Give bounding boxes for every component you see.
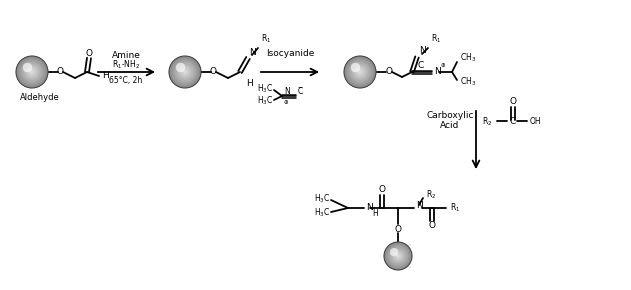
Text: O: O: [209, 68, 216, 77]
Text: N: N: [249, 48, 256, 57]
Circle shape: [356, 68, 364, 76]
Text: H: H: [102, 72, 109, 81]
Text: CH$_3$: CH$_3$: [460, 76, 476, 88]
Circle shape: [348, 60, 372, 84]
Text: O: O: [57, 68, 64, 77]
Circle shape: [169, 56, 201, 88]
Text: H$_3$C: H$_3$C: [257, 83, 273, 95]
Text: CH$_3$: CH$_3$: [460, 52, 476, 64]
Circle shape: [28, 68, 36, 76]
Circle shape: [387, 246, 408, 267]
Text: R$_1$-NH$_2$: R$_1$-NH$_2$: [112, 59, 140, 71]
Text: O: O: [386, 68, 392, 77]
Circle shape: [394, 253, 401, 260]
Circle shape: [358, 70, 362, 74]
Text: O: O: [85, 48, 93, 57]
Text: Aldehyde: Aldehyde: [20, 93, 60, 102]
Circle shape: [24, 64, 40, 80]
Text: N: N: [366, 202, 373, 211]
Circle shape: [20, 60, 44, 84]
Circle shape: [26, 66, 38, 78]
Text: H$_3$C: H$_3$C: [314, 207, 330, 219]
Circle shape: [16, 56, 48, 88]
Circle shape: [396, 254, 400, 258]
Text: O: O: [379, 186, 386, 195]
Text: $\oplus$: $\oplus$: [440, 61, 446, 69]
Text: N: N: [434, 66, 440, 75]
Circle shape: [351, 63, 360, 72]
Circle shape: [344, 56, 376, 88]
Circle shape: [173, 60, 197, 84]
Text: R$_2$: R$_2$: [481, 116, 492, 128]
Text: 65°C, 2h: 65°C, 2h: [109, 75, 143, 84]
Circle shape: [386, 244, 410, 268]
Circle shape: [183, 70, 187, 74]
Circle shape: [175, 62, 195, 82]
Text: Isocyanide: Isocyanide: [266, 50, 314, 59]
Circle shape: [389, 247, 407, 265]
Text: C: C: [509, 117, 516, 126]
Circle shape: [352, 64, 368, 80]
Text: $\oplus$: $\oplus$: [283, 98, 289, 106]
Circle shape: [354, 66, 366, 78]
Circle shape: [391, 249, 405, 263]
Text: H: H: [246, 79, 253, 88]
Text: R$_1$: R$_1$: [261, 32, 271, 45]
Text: C: C: [418, 61, 424, 70]
Circle shape: [177, 64, 193, 80]
Circle shape: [181, 68, 189, 76]
Text: O: O: [394, 224, 401, 233]
Text: H$_3$C: H$_3$C: [314, 193, 330, 205]
Text: Acid: Acid: [440, 122, 460, 130]
Text: R$_2$: R$_2$: [426, 189, 436, 201]
Text: N: N: [416, 202, 423, 211]
Text: Carboxylic: Carboxylic: [427, 110, 474, 119]
Text: N: N: [419, 46, 426, 55]
Circle shape: [171, 58, 199, 86]
Circle shape: [23, 63, 32, 72]
Circle shape: [346, 58, 374, 86]
Text: R$_1$: R$_1$: [431, 32, 441, 45]
Circle shape: [22, 62, 42, 82]
Circle shape: [392, 251, 403, 261]
Circle shape: [350, 62, 370, 82]
Text: R$_1$: R$_1$: [450, 202, 460, 214]
Text: $−$: $−$: [297, 84, 303, 90]
Text: N: N: [284, 86, 290, 95]
Text: C: C: [298, 86, 304, 95]
Circle shape: [18, 58, 46, 86]
Text: OH: OH: [530, 117, 541, 126]
Circle shape: [384, 242, 412, 270]
Circle shape: [175, 63, 186, 72]
Text: H$_3$C: H$_3$C: [257, 95, 273, 107]
Text: O: O: [509, 97, 517, 106]
Circle shape: [179, 66, 191, 78]
Text: H: H: [372, 209, 378, 218]
Text: O: O: [428, 222, 435, 231]
Circle shape: [30, 70, 34, 74]
Circle shape: [390, 248, 398, 256]
Text: Amine: Amine: [112, 52, 141, 61]
